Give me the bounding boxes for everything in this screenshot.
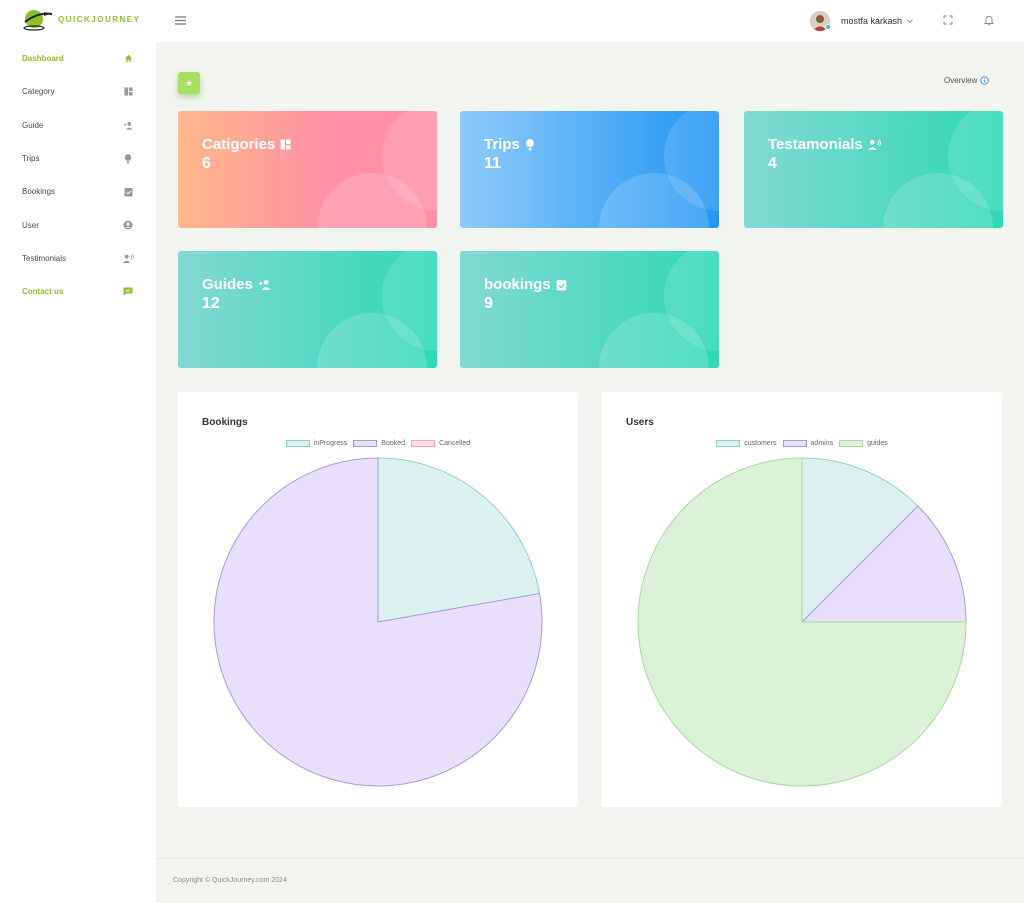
sidebar-item-label: User: [22, 220, 39, 230]
sidebar-item-bookings[interactable]: Bookings: [0, 175, 156, 208]
fullscreen-icon[interactable]: [942, 14, 954, 26]
clipboard-check-icon: [556, 279, 566, 290]
sidebar-item-dashboard[interactable]: Dashboard: [0, 42, 156, 75]
chart-title: Bookings: [202, 417, 248, 428]
sidebar-item-user[interactable]: User: [0, 208, 156, 241]
bell-icon[interactable]: [983, 14, 995, 26]
stat-card-bookings[interactable]: bookings 9: [460, 251, 719, 368]
footer: Copyright © QuickJourney.com 2024: [156, 858, 1024, 903]
user-menu[interactable]: mostfa karkash: [810, 10, 914, 32]
dashboard-icon: [122, 86, 134, 98]
legend-item[interactable]: customers: [716, 440, 777, 447]
overview-label: Overview: [944, 76, 978, 85]
chart-title: Users: [626, 417, 654, 428]
card-value: 4: [768, 155, 777, 172]
sidebar-item-label: Testimonials: [22, 253, 67, 263]
bookings-chart-panel: Bookings inProgress Booked Cancelled: [178, 392, 578, 807]
sidebar-item-label: Dashboard: [22, 54, 64, 64]
legend-item[interactable]: Booked: [353, 440, 405, 447]
sidebar-item-label: Guide: [22, 120, 44, 130]
sidebar-item-label: Trips: [22, 154, 40, 164]
home-icon: [122, 53, 134, 65]
legend-item[interactable]: admins: [782, 440, 833, 447]
online-status-icon: [825, 24, 831, 30]
logo-icon: [23, 10, 53, 31]
sidebar-nav: Dashboard Category Guide Trips Bookings: [0, 42, 156, 308]
chart-legend: inProgress Booked Cancelled: [178, 440, 578, 447]
user-name: mostfa karkash: [841, 16, 903, 26]
pie-slice-guides[interactable]: [637, 457, 967, 787]
pie-slice-customers[interactable]: [801, 457, 919, 624]
legend-item[interactable]: inProgress: [285, 440, 347, 447]
legend-swatch: [782, 440, 807, 447]
card-value: 6: [202, 155, 211, 172]
legend-swatch: [285, 440, 310, 447]
legend-swatch: [411, 440, 436, 447]
card-title: Guides: [202, 276, 271, 293]
copyright-text: Copyright © QuickJourney.com 2024: [173, 877, 287, 884]
legend-item[interactable]: guides: [839, 440, 888, 447]
stat-card-testimonials[interactable]: Testamonials 4: [744, 111, 1003, 228]
pie-slice-admins[interactable]: [800, 505, 967, 623]
clipboard-check-icon: [122, 186, 134, 198]
stat-card-guides[interactable]: Guides 12: [178, 251, 437, 368]
card-title: Testamonials: [768, 136, 881, 153]
card-value: 9: [484, 295, 493, 312]
balloon-icon: [526, 138, 534, 150]
overview-link[interactable]: Overview: [944, 76, 990, 85]
pie-slice-inprogress[interactable]: [377, 457, 541, 623]
menu-icon[interactable]: [174, 14, 187, 27]
sidebar-item-label: Bookings: [22, 187, 55, 197]
users-chart-panel: Users customers admins guides: [602, 392, 1002, 807]
logo-text: QUICKJOURNEY: [58, 14, 141, 24]
card-value: 12: [202, 295, 220, 312]
person-add-icon: [258, 279, 271, 290]
card-value: 11: [484, 155, 501, 172]
dashboard-icon: [280, 139, 291, 150]
user-circle-icon: [122, 219, 134, 231]
chart-legend: customers admins guides: [602, 440, 1002, 447]
info-icon: [980, 76, 990, 85]
person-voice-icon: [122, 252, 134, 264]
pie-slice-booked[interactable]: [213, 457, 543, 787]
topbar: mostfa karkash: [156, 0, 1024, 42]
sidebar-item-label: Category: [22, 87, 55, 97]
message-icon: [122, 286, 134, 298]
sidebar: QUICKJOURNEY Dashboard Category Guide Tr…: [0, 0, 156, 903]
sidebar-item-label: Contact us: [22, 287, 64, 297]
card-title: Catigories: [202, 136, 291, 153]
stat-card-categories[interactable]: Catigories 6: [178, 111, 437, 228]
sidebar-item-guide[interactable]: Guide: [0, 109, 156, 142]
sidebar-item-contact-us[interactable]: Contact us: [0, 275, 156, 308]
app-logo[interactable]: QUICKJOURNEY: [22, 6, 140, 32]
sidebar-item-category[interactable]: Category: [0, 75, 156, 108]
legend-swatch: [839, 440, 864, 447]
legend-swatch: [716, 440, 741, 447]
favorite-button[interactable]: ★: [178, 72, 200, 94]
bookings-pie-chart: [213, 457, 543, 787]
person-voice-icon: [867, 139, 881, 150]
person-add-icon: [122, 119, 134, 131]
balloon-icon: [122, 153, 134, 165]
sidebar-item-testimonials[interactable]: Testimonials: [0, 242, 156, 275]
star-icon: ★: [184, 77, 194, 88]
sidebar-item-trips[interactable]: Trips: [0, 142, 156, 175]
legend-item[interactable]: Cancelled: [411, 440, 470, 447]
card-title: Trips: [484, 136, 535, 153]
users-pie-chart: [637, 457, 967, 787]
card-title: bookings: [484, 276, 567, 293]
stat-card-trips[interactable]: Trips 11: [460, 111, 719, 228]
chevron-down-icon: [907, 19, 913, 24]
legend-swatch: [353, 440, 378, 447]
